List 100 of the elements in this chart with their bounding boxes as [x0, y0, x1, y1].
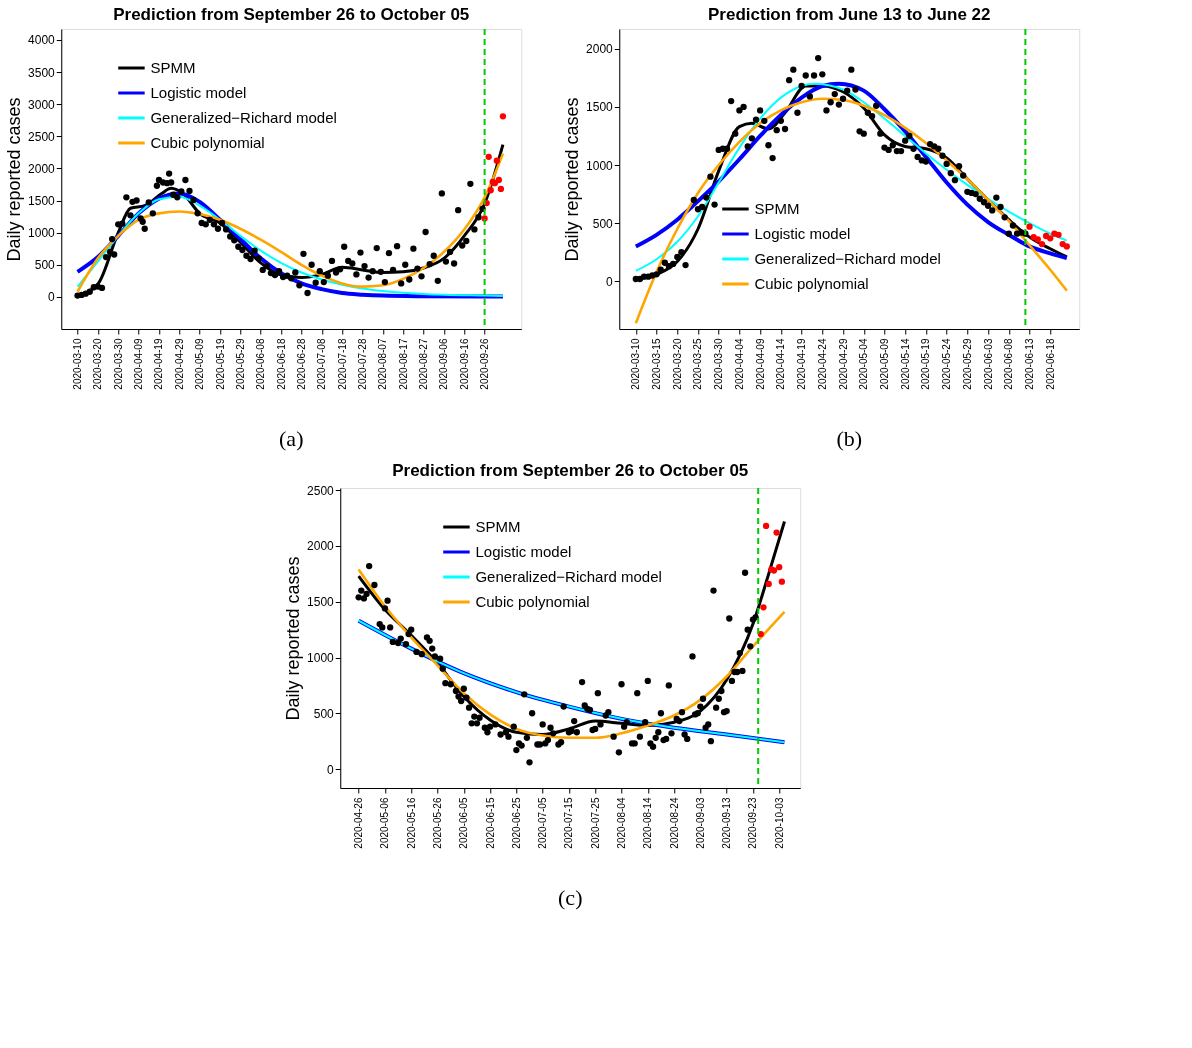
x-tick-label: 2020-06-03 — [982, 338, 994, 390]
y-tick-label: 0 — [327, 762, 335, 777]
y-tick-label: 500 — [313, 706, 335, 721]
x-tick-label: 2020-03-20 — [671, 338, 683, 390]
x-tick-label: 2020-05-09 — [194, 338, 206, 390]
x-tick-label: 2020-06-18 — [275, 338, 287, 390]
y-tick-label: 3500 — [28, 65, 56, 80]
text: (a) — [279, 426, 304, 451]
x-tick-label: 2020-05-19 — [920, 338, 932, 390]
text: (b) — [836, 426, 863, 451]
x-tick-label: 2020-03-15 — [651, 338, 663, 390]
x-tick-label: 2020-05-09 — [878, 338, 890, 390]
x-tick-label: 2020-07-18 — [336, 338, 348, 390]
x-tick-label: 2020-05-29 — [961, 338, 973, 390]
chart-title: Prediction from September 26 to October 05 — [392, 461, 749, 481]
legend-label: Generalized−Richard model — [150, 109, 337, 126]
x-tick-label: 2020-03-10 — [72, 338, 84, 390]
x-tick-label: 2020-04-29 — [837, 338, 849, 390]
legend-label: Generalized−Richard model — [475, 568, 662, 585]
legend-label: SPMM — [754, 200, 800, 217]
legend-label: Generalized−Richard model — [754, 250, 941, 267]
x-tick-label: 2020-06-18 — [1044, 338, 1056, 390]
x-tick-label: 2020-06-05 — [458, 797, 470, 849]
x-tick-label: 2020-05-14 — [899, 338, 911, 390]
x-tick-label: 2020-10-03 — [773, 797, 785, 849]
x-tick-label: 2020-06-13 — [1024, 338, 1036, 390]
x-tick-label: 2020-05-26 — [432, 797, 444, 849]
y-tick-label: 2000 — [28, 161, 56, 176]
y-tick-label: 1500 — [28, 194, 56, 209]
x-tick-label: 2020-09-03 — [694, 797, 706, 849]
x-tick-label: 2020-08-24 — [668, 797, 680, 849]
x-tick-label: 2020-06-08 — [255, 338, 267, 390]
y-axis-title: Daily reported cases — [4, 97, 25, 262]
y-tick-label: 1000 — [307, 651, 335, 666]
y-tick-label: 1000 — [28, 226, 56, 241]
y-tick-label: 0 — [606, 274, 614, 289]
x-tick-label: 2020-08-17 — [397, 338, 409, 390]
text: (c) — [558, 885, 583, 910]
y-tick-label: 500 — [592, 216, 614, 231]
y-tick-label: 3000 — [28, 97, 56, 112]
y-tick-label: 2500 — [28, 129, 56, 144]
x-tick-label: 2020-07-15 — [563, 797, 575, 849]
x-tick-label: 2020-04-26 — [353, 797, 365, 849]
x-tick-label: 2020-04-09 — [133, 338, 145, 390]
y-tick-label: 2500 — [307, 483, 335, 498]
y-tick-label: 1500 — [586, 100, 614, 115]
legend-label: Logistic model — [150, 84, 247, 101]
legend-label: Cubic polynomial — [754, 275, 869, 292]
x-tick-label: 2020-05-04 — [858, 338, 870, 390]
legend-label: SPMM — [150, 59, 196, 76]
x-tick-label: 2020-08-07 — [377, 338, 389, 390]
y-tick-label: 0 — [48, 290, 56, 305]
legend-label: SPMM — [475, 518, 521, 535]
legend-label: Cubic polynomial — [150, 134, 265, 151]
y-axis-title: Daily reported cases — [283, 556, 304, 721]
chart-title: Prediction from September 26 to October 05 — [113, 5, 470, 24]
y-axis-title: Daily reported cases — [562, 97, 583, 262]
x-tick-label: 2020-09-16 — [458, 338, 470, 390]
x-tick-label: 2020-06-15 — [484, 797, 496, 849]
x-tick-label: 2020-07-08 — [316, 338, 328, 390]
legend-label: Logistic model — [475, 543, 572, 560]
y-tick-label: 2000 — [307, 539, 335, 554]
x-tick-label: 2020-06-28 — [295, 338, 307, 390]
x-tick-label: 2020-09-23 — [747, 797, 759, 849]
y-tick-label: 2000 — [586, 42, 614, 57]
x-tick-label: 2020-08-14 — [642, 797, 654, 849]
x-tick-label: 2020-04-24 — [816, 338, 828, 390]
legend-label: Logistic model — [754, 225, 851, 242]
x-tick-label: 2020-03-20 — [92, 338, 104, 390]
x-tick-label: 2020-04-29 — [173, 338, 185, 390]
x-tick-label: 2020-03-30 — [112, 338, 124, 390]
x-tick-label: 2020-08-04 — [616, 797, 628, 849]
x-tick-label: 2020-04-19 — [153, 338, 165, 390]
x-tick-label: 2020-05-19 — [214, 338, 226, 390]
y-tick-label: 500 — [34, 258, 56, 273]
x-tick-label: 2020-03-30 — [713, 338, 725, 390]
x-tick-label: 2020-06-25 — [510, 797, 522, 849]
x-tick-label: 2020-07-28 — [356, 338, 368, 390]
x-tick-label: 2020-04-14 — [775, 338, 787, 390]
x-tick-label: 2020-04-04 — [733, 338, 745, 390]
x-tick-label: 2020-09-13 — [721, 797, 733, 849]
x-tick-label: 2020-03-10 — [630, 338, 642, 390]
x-tick-label: 2020-08-27 — [418, 338, 430, 390]
x-tick-label: 2020-09-26 — [479, 338, 491, 390]
x-tick-label: 2020-05-29 — [234, 338, 246, 390]
chart-title: Prediction from June 13 to June 22 — [708, 5, 991, 24]
x-tick-label: 2020-04-09 — [754, 338, 766, 390]
y-tick-label: 1000 — [586, 158, 614, 173]
legend-label: Cubic polynomial — [475, 593, 590, 610]
x-tick-label: 2020-07-25 — [589, 797, 601, 849]
x-tick-label: 2020-06-08 — [1003, 338, 1015, 390]
x-tick-label: 2020-07-05 — [537, 797, 549, 849]
y-tick-label: 4000 — [28, 33, 56, 48]
x-tick-label: 2020-05-24 — [941, 338, 953, 390]
x-tick-label: 2020-03-25 — [692, 338, 704, 390]
x-tick-label: 2020-04-19 — [796, 338, 808, 390]
x-tick-label: 2020-05-16 — [405, 797, 417, 849]
y-tick-label: 1500 — [307, 595, 335, 610]
x-tick-label: 2020-05-06 — [379, 797, 391, 849]
x-tick-label: 2020-09-06 — [438, 338, 450, 390]
